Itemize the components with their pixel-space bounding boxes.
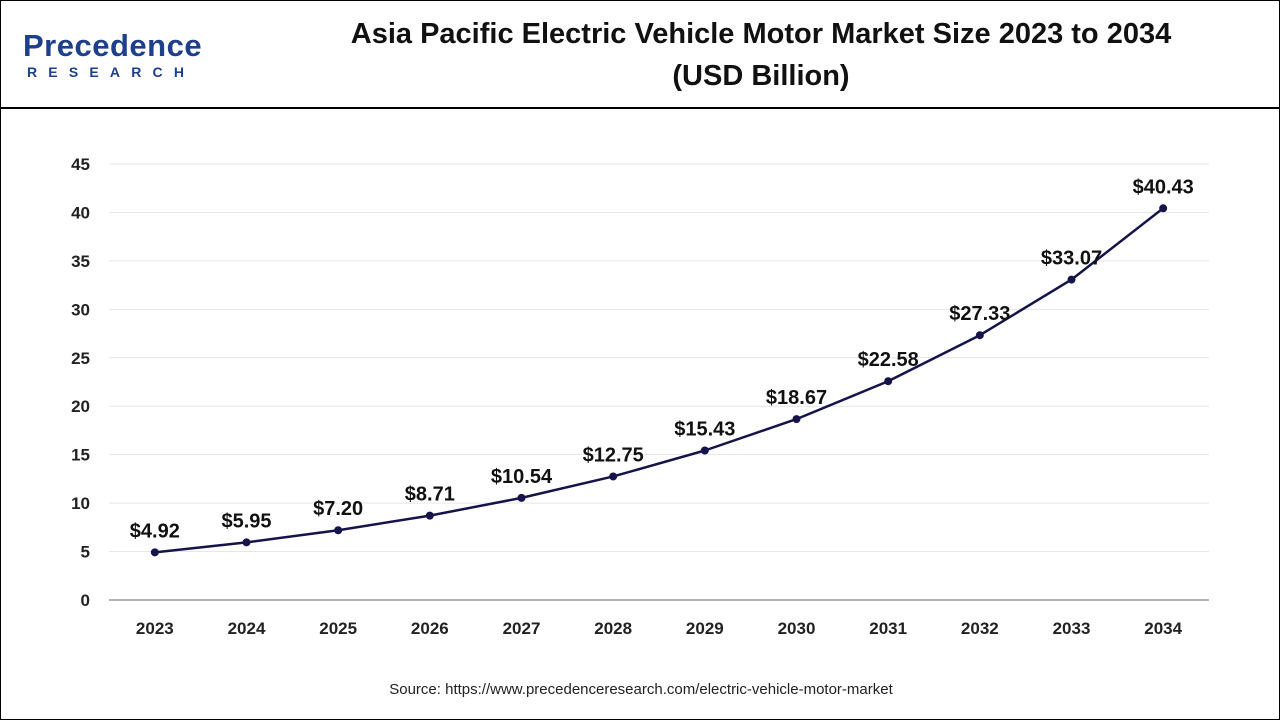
data-point: [700, 446, 709, 455]
y-tick-label: 45: [71, 155, 90, 174]
chart-title-line-1: Asia Pacific Electric Vehicle Motor Mark…: [350, 18, 1172, 50]
x-tick-label: 2025: [319, 619, 357, 638]
chart-title: Asia Pacific Electric Vehicle Motor Mark…: [261, 13, 1261, 97]
logo-subtext: RESEARCH: [27, 64, 196, 80]
x-tick-label: 2024: [228, 619, 266, 638]
data-point: [1067, 275, 1076, 284]
data-label: $4.92: [130, 520, 180, 542]
x-tick-label: 2030: [778, 619, 816, 638]
data-label: $5.95: [221, 510, 271, 532]
data-label: $7.20: [313, 498, 363, 520]
x-tick-label: 2023: [136, 619, 174, 638]
data-point: [884, 377, 893, 386]
data-point: [242, 538, 251, 547]
series-line: [154, 207, 1164, 554]
data-label: $22.58: [858, 349, 919, 371]
x-tick-label: 2026: [411, 619, 449, 638]
y-tick-label: 10: [71, 494, 90, 513]
data-point: [150, 548, 159, 557]
data-point: [1159, 204, 1168, 213]
header-bar: Precedence RESEARCH Asia Pacific Electri…: [1, 1, 1279, 109]
data-point: [792, 415, 801, 424]
logo-text: Precedence: [23, 28, 203, 63]
x-tick-label: 2031: [869, 619, 907, 638]
data-point: [517, 493, 526, 502]
data-label: $10.54: [491, 466, 553, 488]
data-point: [425, 511, 434, 520]
y-tick-label: 30: [71, 300, 90, 319]
data-point: [609, 472, 618, 481]
y-tick-label: 5: [81, 543, 90, 562]
chart-title-line-2: (USD Billion): [672, 60, 850, 92]
x-tick-label: 2028: [594, 619, 632, 638]
data-point: [975, 331, 984, 340]
y-tick-label: 20: [71, 397, 90, 416]
y-tick-label: 0: [81, 591, 90, 610]
y-tick-label: 40: [71, 203, 90, 222]
y-tick-label: 15: [71, 446, 90, 465]
data-label: $40.43: [1133, 176, 1194, 198]
x-tick-label: 2029: [686, 619, 724, 638]
logo: Precedence RESEARCH: [23, 29, 223, 85]
data-label: $8.71: [405, 484, 455, 506]
data-label: $18.67: [766, 387, 827, 409]
data-point: [334, 526, 343, 535]
x-tick-label: 2032: [961, 619, 999, 638]
source-note: Source: https://www.precedenceresearch.c…: [389, 681, 893, 698]
x-tick-label: 2033: [1053, 619, 1091, 638]
y-tick-label: 25: [71, 349, 90, 368]
data-label: $15.43: [674, 419, 735, 441]
data-label: $12.75: [583, 444, 644, 466]
x-tick-label: 2027: [503, 619, 541, 638]
y-tick-label: 35: [71, 252, 90, 271]
x-tick-label: 2034: [1144, 619, 1182, 638]
data-label: $27.33: [949, 303, 1010, 325]
data-label: $33.07: [1041, 248, 1102, 270]
